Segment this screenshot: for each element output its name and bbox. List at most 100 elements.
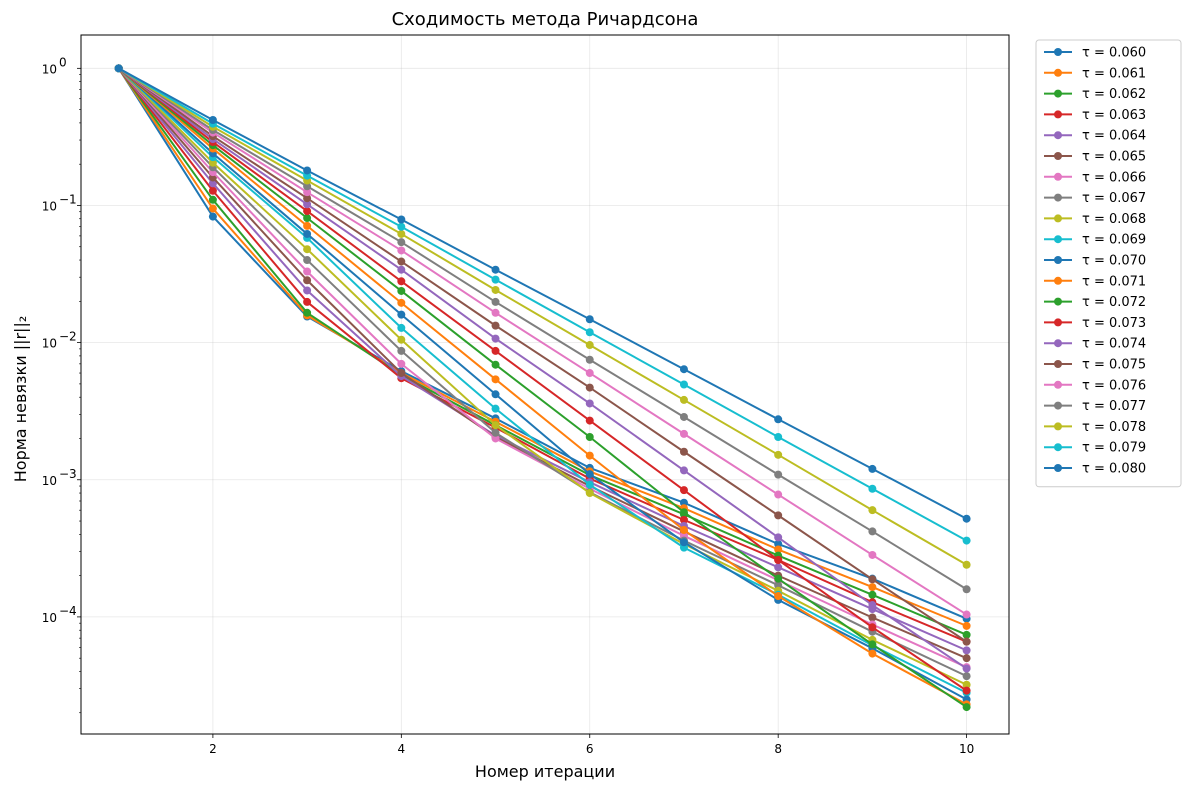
data-point [491, 285, 500, 294]
data-point [585, 451, 594, 460]
data-point [962, 621, 971, 630]
data-point [303, 256, 312, 265]
data-point [303, 245, 312, 254]
legend-marker [1054, 339, 1062, 348]
data-point [208, 158, 217, 167]
series-line [118, 67, 968, 542]
legend-label: τ = 0.067 [1082, 191, 1146, 206]
legend-marker [1054, 380, 1062, 389]
y-tick-exponent: 0 [59, 55, 67, 69]
series-20 [114, 64, 971, 523]
data-point [303, 229, 312, 238]
data-point [868, 640, 877, 649]
data-point [585, 489, 594, 498]
data-point [397, 265, 406, 274]
data-point [397, 222, 406, 231]
data-point [585, 355, 594, 364]
data-point [868, 583, 877, 592]
y-tick-exponent: −3 [59, 467, 77, 481]
legend-marker [1054, 464, 1062, 472]
data-point [962, 637, 971, 646]
data-point [397, 286, 406, 295]
series-line [117, 67, 967, 620]
series-line [117, 67, 968, 686]
series-line [118, 67, 968, 591]
data-point [962, 672, 971, 681]
data-point [962, 703, 971, 712]
legend-marker [1054, 214, 1062, 223]
legend-marker [1054, 297, 1062, 306]
legend-label: τ = 0.063 [1082, 108, 1146, 123]
data-point [868, 623, 877, 632]
legend-label: τ = 0.076 [1082, 378, 1146, 393]
data-point [585, 369, 594, 378]
series-line [117, 67, 968, 678]
legend-marker [1054, 89, 1062, 98]
data-point [491, 375, 500, 384]
data-point [868, 575, 877, 584]
data-point [491, 434, 500, 443]
data-point [679, 412, 688, 421]
series-line [118, 67, 968, 708]
data-point [491, 428, 500, 437]
data-point [774, 490, 783, 499]
x-tick-label: 10 [959, 742, 974, 756]
data-point [397, 229, 406, 238]
data-point [774, 540, 783, 549]
data-point [397, 238, 406, 247]
data-point [679, 515, 688, 524]
data-point [397, 359, 406, 368]
legend-label: τ = 0.072 [1082, 295, 1146, 310]
series-18 [114, 64, 971, 569]
y-tick-exponent: −1 [59, 192, 77, 206]
data-point [491, 360, 500, 369]
data-point [303, 166, 312, 175]
legend-label: τ = 0.068 [1082, 212, 1146, 227]
data-point [868, 590, 877, 599]
y-tick-label: 10 [42, 474, 57, 488]
data-point [868, 484, 877, 493]
data-point [303, 188, 312, 197]
data-point [679, 395, 688, 404]
data-point [679, 498, 688, 507]
data-point [962, 585, 971, 594]
y-tick-label: 10 [42, 337, 57, 351]
legend-label: τ = 0.071 [1082, 274, 1146, 289]
legend-label: τ = 0.073 [1082, 316, 1146, 331]
data-point [303, 182, 312, 191]
data-point [303, 194, 312, 203]
legend-marker [1054, 152, 1062, 160]
y-tick-label: 10 [42, 199, 57, 213]
data-point [774, 533, 783, 542]
data-point [585, 399, 594, 408]
data-point [585, 480, 594, 489]
data-point [679, 447, 688, 456]
data-point [491, 404, 500, 413]
legend-marker [1054, 235, 1062, 244]
data-point [585, 416, 594, 425]
data-point [303, 276, 312, 285]
data-point [774, 563, 783, 572]
data-point [208, 195, 217, 204]
data-point [585, 470, 594, 479]
data-point [397, 215, 406, 224]
data-point [585, 433, 594, 442]
plot-frame [80, 34, 1010, 735]
y-tick-exponent: −2 [59, 330, 77, 344]
legend-label: τ = 0.069 [1082, 233, 1146, 248]
legend-label: τ = 0.065 [1082, 150, 1146, 165]
data-point [491, 421, 500, 430]
legend-label: τ = 0.060 [1082, 46, 1146, 61]
data-point [774, 581, 783, 590]
legend-label: τ = 0.062 [1082, 87, 1146, 102]
data-point [208, 179, 217, 188]
data-point [303, 297, 312, 306]
data-point [679, 365, 688, 374]
legend-label: τ = 0.070 [1082, 254, 1146, 269]
legend-label: τ = 0.066 [1082, 170, 1146, 185]
series-line [117, 67, 967, 636]
data-point [114, 64, 123, 73]
plot-lines [114, 64, 971, 712]
